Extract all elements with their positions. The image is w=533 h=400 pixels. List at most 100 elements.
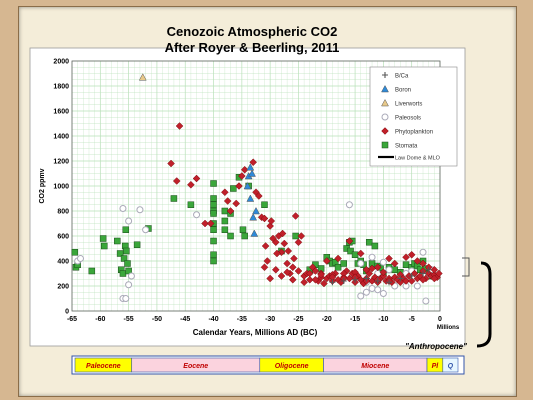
y-tick-label: 1600 [53, 109, 69, 116]
legend-marker [381, 141, 389, 149]
data-point [284, 247, 293, 255]
legend-marker [381, 98, 389, 107]
x-tick-label: -20 [322, 316, 332, 323]
data-point [175, 122, 184, 130]
y-tick-label: 800 [57, 209, 69, 216]
y-tick-label: 1000 [53, 184, 69, 191]
data-point [320, 279, 328, 288]
data-point [340, 260, 348, 267]
data-point [425, 266, 432, 273]
y-tick-label: 0 [65, 309, 69, 316]
data-point [272, 265, 280, 274]
data-point [390, 273, 399, 282]
epoch-bar: Paleocene Eocene Oligocene Miocene Pl Q [71, 355, 465, 375]
data-point [300, 278, 308, 287]
x-tick-label: -35 [237, 316, 247, 323]
data-point [435, 269, 443, 278]
y-tick-label: 1200 [53, 159, 69, 166]
data-point [386, 279, 393, 286]
data-point [379, 290, 387, 297]
chart-subtitle: After Royer & Beerling, 2011 [165, 40, 340, 55]
data-point [419, 275, 427, 284]
data-point [136, 206, 144, 214]
epoch-label: Q [448, 363, 454, 370]
data-point [172, 177, 181, 185]
data-point [407, 250, 416, 259]
x-tick-labels: -65 -60 -55 -50 -45 -40 -35 -30 -25 -20 -15 -10 -5 0 [67, 316, 442, 323]
data-point [311, 275, 320, 284]
series-b-ca [329, 266, 432, 286]
data-point [239, 226, 247, 233]
data-point [206, 219, 215, 228]
data-point [241, 232, 248, 240]
data-point [397, 275, 404, 282]
data-point [345, 237, 354, 245]
law-dome-mlo-bracket [462, 257, 470, 277]
data-point [266, 274, 274, 283]
data-point [221, 217, 229, 225]
data-point [402, 261, 410, 268]
data-point [221, 188, 229, 197]
data-point [226, 207, 235, 215]
data-point [192, 174, 201, 183]
data-point [280, 239, 289, 248]
data-point [193, 211, 201, 219]
y-tick-labels: 0 200 400 600 800 1000 1200 1400 1600 1800 2000 [53, 59, 69, 316]
epoch-label: Paleocene [86, 363, 121, 370]
data-point [407, 277, 416, 285]
y-tick-label: 200 [57, 284, 69, 291]
y-tick-label: 1800 [53, 84, 69, 91]
data-point [210, 195, 217, 202]
data-point [243, 181, 252, 190]
data-point [294, 238, 303, 247]
legend-marker [382, 72, 388, 78]
data-point [329, 279, 336, 286]
data-point [261, 201, 268, 208]
chart-title: Cenozoic Atmospheric CO2 [167, 24, 338, 39]
data-point [371, 242, 379, 250]
data-point [334, 264, 342, 271]
x-axis-label: Calendar Years, Millions AD (BC) [193, 328, 318, 337]
data-point [340, 278, 347, 284]
data-point [249, 158, 257, 167]
data-point [297, 232, 306, 240]
data-point [379, 268, 388, 277]
data-point [385, 266, 393, 274]
data-point [246, 194, 255, 202]
x-tick-label: -55 [124, 316, 134, 323]
data-point [210, 201, 217, 208]
data-point [246, 163, 255, 171]
data-point [352, 276, 359, 283]
data-point [390, 259, 399, 268]
legend-label: B/Ca [395, 74, 409, 80]
data-point [125, 281, 133, 289]
y-axis-label: CO2 ppmv [39, 168, 46, 203]
data-point [365, 239, 373, 246]
data-point [356, 249, 365, 258]
data-point [167, 159, 175, 168]
data-point [240, 165, 249, 174]
legend-label: Paleosols [395, 116, 421, 122]
data-point [374, 286, 382, 294]
data-point [266, 222, 274, 230]
data-point [76, 255, 84, 262]
x-tick-label: -10 [378, 316, 388, 323]
data-point [125, 217, 133, 225]
legend-marker [381, 127, 389, 135]
data-point [422, 297, 430, 305]
data-point [289, 263, 297, 272]
x-tick-label: 0 [438, 316, 442, 323]
data-point [187, 180, 195, 189]
data-point [430, 265, 439, 274]
legend: B/Ca Boron Liverworts Paleosols Phytoplankto… [369, 66, 458, 167]
data-point [120, 255, 128, 262]
data-point [368, 285, 376, 292]
data-point [227, 232, 234, 240]
data-point [250, 229, 259, 237]
data-point [210, 257, 217, 265]
data-point [260, 214, 269, 223]
data-point [345, 201, 353, 209]
data-point [267, 217, 276, 225]
data-point [362, 288, 370, 296]
